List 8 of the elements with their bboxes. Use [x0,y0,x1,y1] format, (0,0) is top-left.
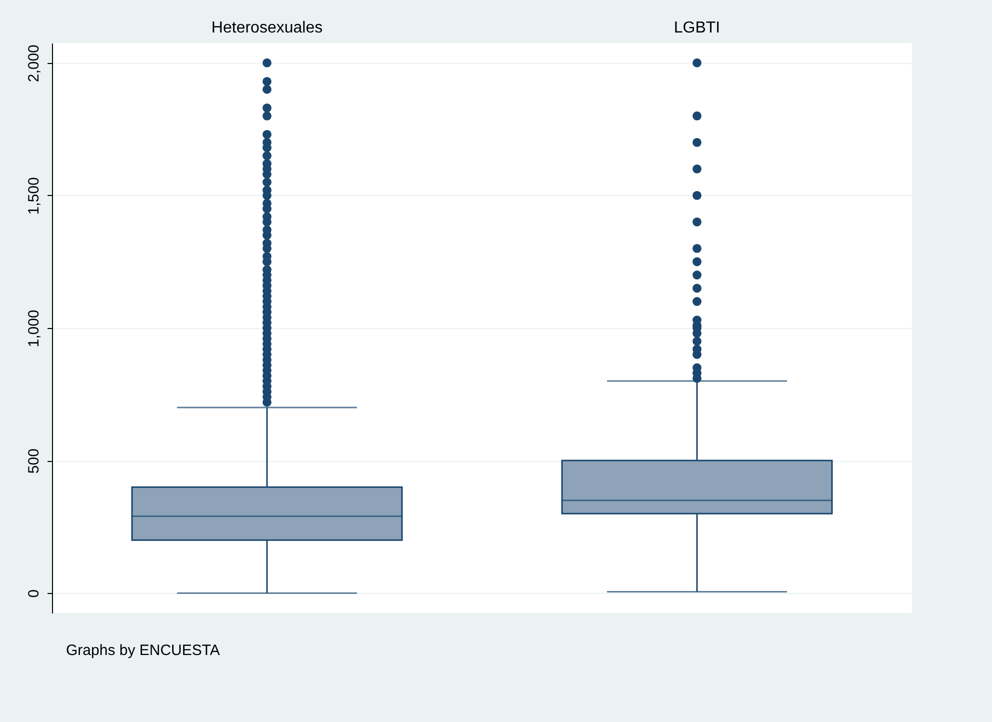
y-tick-label: 0 [26,589,42,598]
x-tick-label: LGBTI [674,20,720,36]
y-tick-label: 1,500 [26,177,42,215]
y-tick-label: 500 [26,448,42,474]
text: Graphs by ENCUESTA [66,642,221,659]
x-tick-label: Heterosexuales [211,20,323,36]
y-tick-label: 1,000 [26,310,42,348]
y-tick-label: 2,000 [26,44,42,82]
